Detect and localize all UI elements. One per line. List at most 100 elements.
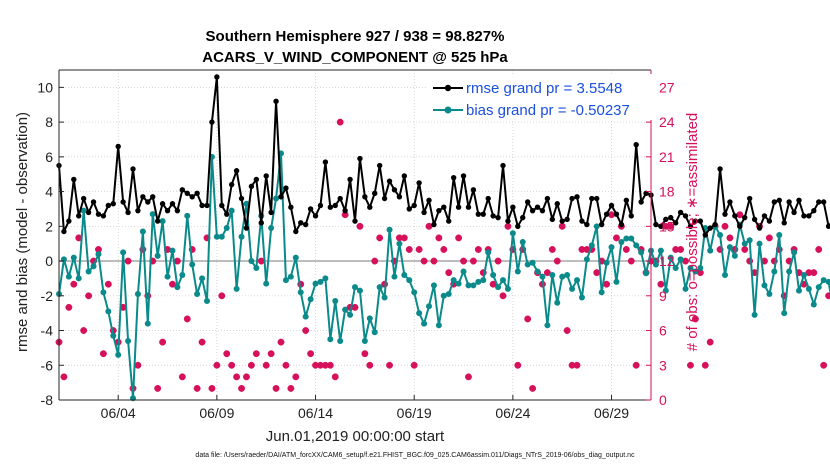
rmse-point <box>416 180 422 186</box>
rmse-point <box>742 214 748 221</box>
rmse-point <box>761 213 768 219</box>
bias-point <box>179 271 186 278</box>
obs-count-marker <box>282 361 290 369</box>
x-tick-label: 06/09 <box>199 405 234 421</box>
bias-point <box>771 268 778 275</box>
bias-point <box>578 294 585 301</box>
rmse-point <box>169 201 176 207</box>
obs-count-marker <box>183 315 191 323</box>
bias-point <box>559 273 566 280</box>
obs-count-marker <box>272 384 280 392</box>
rmse-point <box>431 221 437 228</box>
bias-point <box>435 322 442 329</box>
rmse-point <box>505 218 511 224</box>
bias-point <box>781 310 788 317</box>
footnote: data file: /Users/raeder/DAI/ATM_forcXX/… <box>195 452 635 459</box>
y2-tick-label: 15 <box>659 218 675 234</box>
obs-count-marker <box>514 361 522 369</box>
bias-point <box>746 237 753 244</box>
rmse-point <box>115 143 121 150</box>
rmse-point <box>598 221 605 228</box>
y-tick-label: -8 <box>41 392 54 408</box>
obs-count-marker <box>376 234 384 242</box>
rmse-point <box>653 221 659 228</box>
bias-point <box>65 273 72 280</box>
bias-point <box>766 291 773 298</box>
bias-point <box>352 284 358 291</box>
obs-count-marker <box>430 257 438 265</box>
rmse-point <box>376 162 383 169</box>
rmse-point <box>219 202 225 209</box>
bias-point <box>302 313 309 320</box>
obs-count-marker <box>104 280 112 288</box>
y2-tick-label: 12 <box>659 253 675 269</box>
bias-point <box>514 268 521 275</box>
obs-count-marker <box>701 361 709 369</box>
bias-point <box>529 259 536 266</box>
obs-count-marker <box>262 361 270 369</box>
bias-point <box>218 233 225 240</box>
obs-count-marker <box>238 384 245 392</box>
obs-count-marker <box>267 350 275 358</box>
rmse-point <box>288 204 294 210</box>
y2-tick-label: 24 <box>659 114 675 130</box>
rmse-point <box>421 209 427 216</box>
obs-count-marker <box>331 373 339 381</box>
obs-count-marker <box>553 257 561 265</box>
rmse-point <box>174 207 181 214</box>
obs-count-marker <box>134 361 142 369</box>
obs-count-marker <box>252 350 260 358</box>
x-tick-label: 06/04 <box>101 405 136 421</box>
x-tick-label: 06/29 <box>594 405 629 421</box>
obs-count-marker <box>687 361 694 369</box>
bias-point <box>75 275 82 282</box>
rmse-point <box>61 228 67 235</box>
obs-count-marker <box>677 246 685 253</box>
rmse-point <box>71 176 77 183</box>
bias-point <box>524 261 531 268</box>
rmse-point <box>520 214 526 221</box>
obs-count-marker <box>529 384 537 392</box>
bias-point <box>100 289 107 296</box>
bias-point <box>608 244 615 251</box>
bias-point <box>282 277 289 284</box>
rmse-point <box>495 214 501 221</box>
rmse-point <box>120 199 126 205</box>
obs-count-marker <box>70 280 78 288</box>
rmse-point <box>455 204 462 210</box>
obs-count-marker <box>499 292 507 300</box>
obs-count-marker <box>208 384 216 392</box>
rmse-point <box>381 195 388 202</box>
bias-point <box>756 240 763 247</box>
rmse-point <box>751 216 758 223</box>
bias-point <box>406 277 413 284</box>
obs-count-marker <box>405 246 413 253</box>
bias-point <box>268 225 275 232</box>
rmse-point <box>273 98 279 104</box>
chart-subtitle: ACARS_V_WIND_COMPONENT @ 525 hPa <box>202 49 508 66</box>
rmse-point <box>668 214 674 221</box>
bias-point <box>761 282 768 289</box>
bias-point <box>287 273 294 280</box>
obs-count-marker <box>425 222 433 230</box>
obs-count-marker <box>420 257 428 265</box>
bias-point <box>376 284 383 291</box>
rmse-point <box>258 220 264 226</box>
obs-count-marker <box>825 292 830 300</box>
bias-point <box>593 223 600 230</box>
rmse-point <box>712 221 718 228</box>
rmse-point <box>347 176 353 183</box>
obs-count-marker <box>218 292 226 300</box>
bias-point <box>110 332 117 339</box>
tick-labels: 06/04 06/09 06/14 06/19 06/24 06/29 -8 -6 -4 -2 0 2… <box>37 79 674 421</box>
rmse-point <box>105 202 112 209</box>
obs-count-marker <box>361 350 369 358</box>
bias-point <box>825 278 830 285</box>
rmse-point <box>746 195 753 202</box>
bias-point <box>652 261 659 268</box>
rmse-point <box>510 204 516 210</box>
obs-count-marker <box>504 222 512 230</box>
obs-count-marker <box>627 257 635 265</box>
obs-count-marker <box>386 361 393 369</box>
rmse-point <box>707 225 713 231</box>
